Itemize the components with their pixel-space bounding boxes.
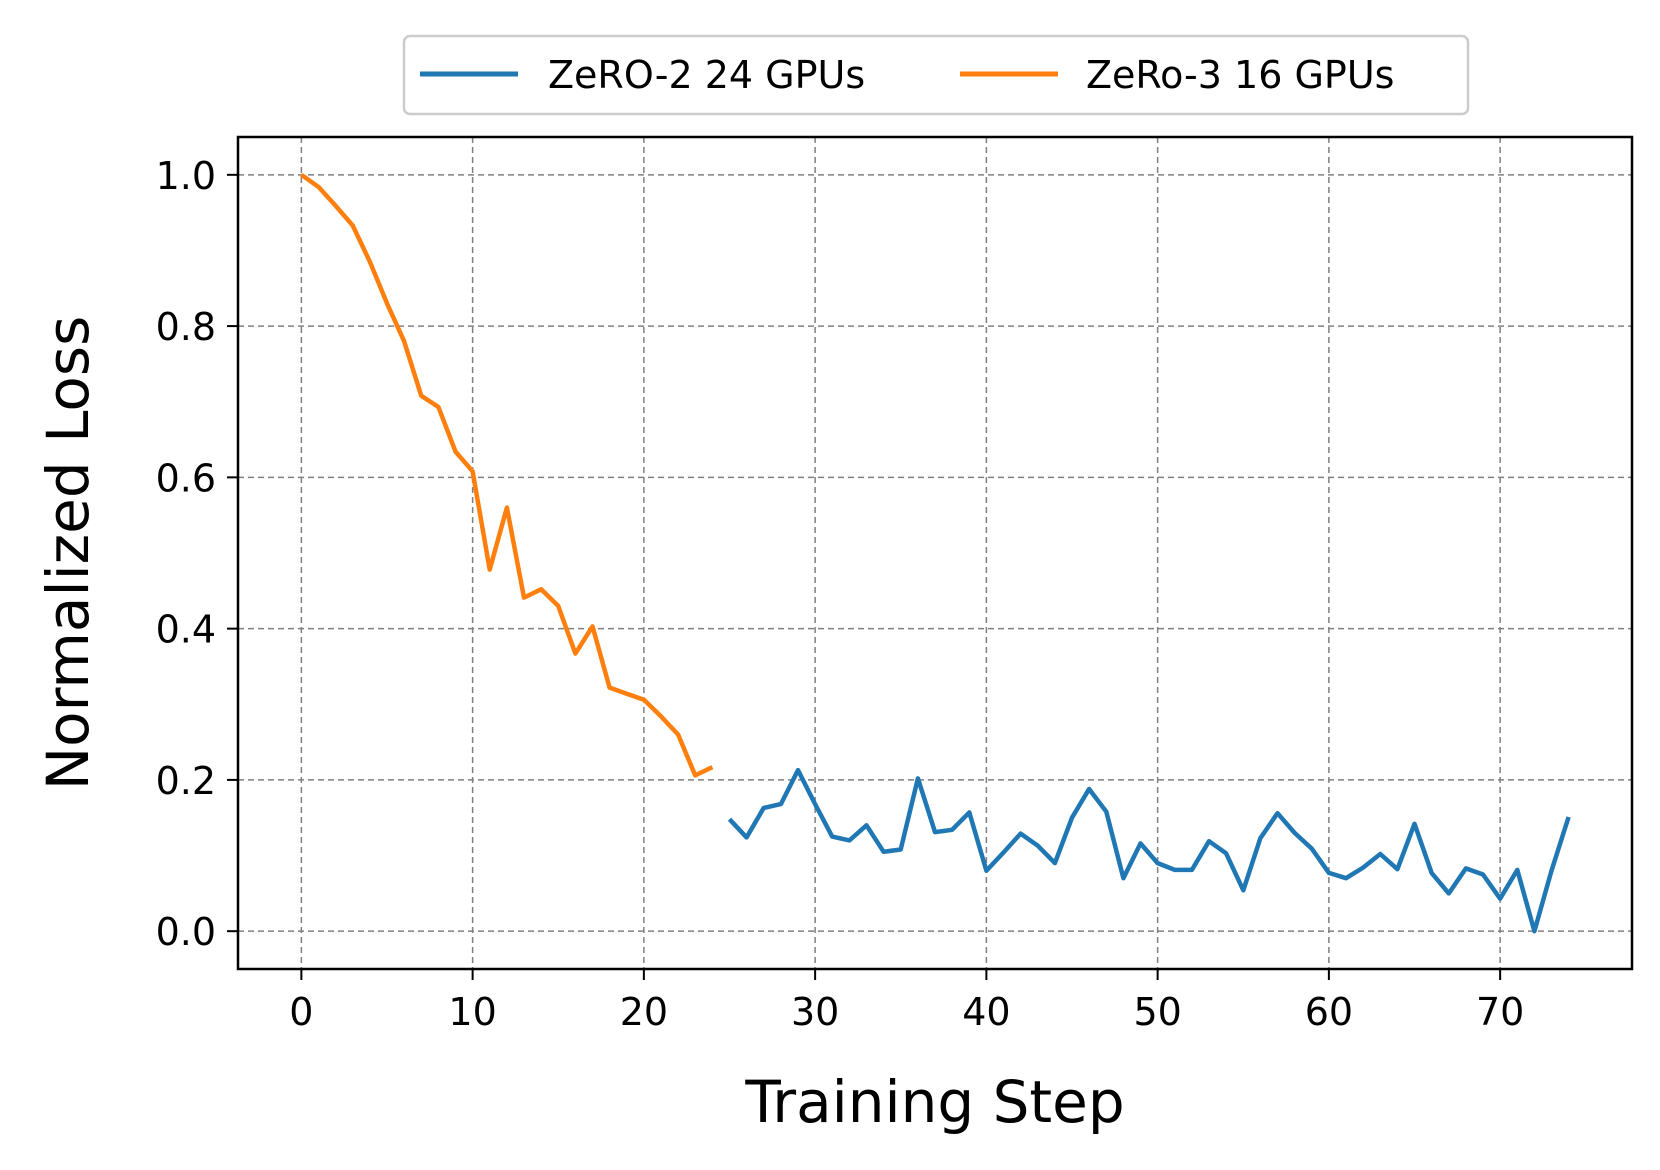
- grid: [238, 137, 1632, 969]
- series-line-zero3: [300, 172, 714, 778]
- x-tick-label: 50: [1133, 990, 1181, 1034]
- y-tick-label: 0.4: [156, 608, 216, 652]
- x-tick-label: 30: [791, 990, 839, 1034]
- y-tick-label: 0.0: [156, 910, 216, 954]
- plot-frame: [236, 135, 1634, 971]
- y-axis-label: Normalized Loss: [34, 316, 102, 791]
- x-tick-label: 40: [962, 990, 1010, 1034]
- x-tick-label: 70: [1476, 990, 1524, 1034]
- x-tick-label: 20: [620, 990, 668, 1034]
- axis-ticks: 0 10 20 30 40 50 60 70 0.0 0.2 0.4 0.6 0.8 1.0: [156, 154, 1525, 1034]
- y-tick-label: 1.0: [156, 154, 216, 198]
- x-tick-label: 10: [448, 990, 496, 1034]
- legend: ZeRO-2 24 GPUs ZeRo-3 16 GPUs: [402, 34, 1470, 116]
- legend-label-zero3: ZeRo-3 16 GPUs: [1086, 53, 1394, 97]
- legend-label-zero2: ZeRO-2 24 GPUs: [548, 53, 865, 97]
- y-tick-label: 0.2: [156, 759, 216, 803]
- x-axis-label: Training Step: [744, 1068, 1124, 1136]
- x-tick-label: 0: [289, 990, 313, 1034]
- y-tick-label: 0.8: [156, 305, 216, 349]
- series-line-zero2: [727, 767, 1571, 934]
- legend-box: [402, 34, 1470, 116]
- y-tick-label: 0.6: [156, 456, 216, 500]
- x-tick-label: 60: [1305, 990, 1353, 1034]
- series-lines: [300, 172, 1571, 934]
